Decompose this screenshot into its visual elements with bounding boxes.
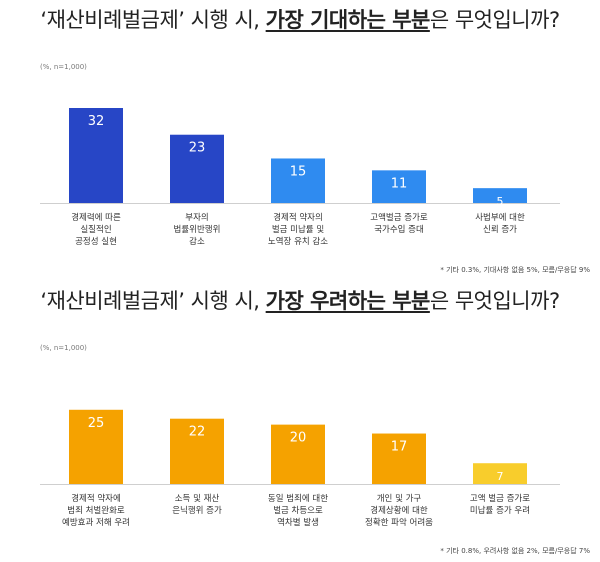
category-label-line: 고액 벌금 증가로 (469, 494, 531, 504)
bar (372, 433, 426, 484)
bar-value-label: 15 (290, 164, 307, 179)
category-label-line: 부자의 (185, 213, 209, 223)
category-label-line: 범죄 처벌완화로 (67, 506, 125, 516)
bar-value-label: 25 (88, 416, 105, 431)
bar (170, 134, 224, 203)
bar (473, 463, 527, 484)
category-label-line: 벌금 미납률 및 (271, 225, 325, 235)
title-suffix: 은 무엇입니까? (429, 8, 560, 32)
category-label-line: 경제력에 따른 (71, 213, 121, 223)
unit-label: (%, n=1,000) (40, 344, 87, 352)
category-label-line: 경제상황에 대한 (370, 506, 428, 516)
title-prefix: ‘재산비례벌금제’ 시행 시, (40, 8, 266, 32)
category-label-line: 경제적 약자에 (71, 494, 121, 504)
category-label-line: 역차별 발생 (277, 518, 319, 528)
category-label-line: 신뢰 증가 (483, 225, 517, 235)
bar (271, 158, 325, 203)
chart-title: ‘재산비례벌금제’ 시행 시, 가장 기대하는 부분은 무엇입니까? (0, 4, 600, 34)
footnote: * 기타 0.3%, 기대사항 없음 5%, 모름/무응답 9% (440, 266, 590, 274)
chart-title: ‘재산비례벌금제’ 시행 시, 가장 우려하는 부분은 무엇입니까? (0, 285, 600, 315)
category-label-line: 법률위반행위 (173, 225, 221, 235)
concern-bar-chart: 25 22 20 17 7 (40, 409, 560, 485)
footnote: * 기타 0.8%, 우려사항 없음 2%, 모름/무응답 7% (440, 547, 590, 555)
category-label-line: 고액벌금 증가로 (370, 213, 428, 223)
bar-value-label: 23 (189, 141, 206, 156)
bar (473, 188, 527, 203)
category-label-line: 소득 및 재산 (174, 494, 220, 504)
category-label-line: 사법부에 대한 (475, 213, 525, 223)
title-prefix: ‘재산비례벌금제’ 시행 시, (40, 289, 266, 313)
category-label-line: 벌금 차등으로 (273, 506, 323, 516)
bar-value-label: 11 (391, 176, 408, 191)
bar (372, 170, 426, 203)
bar (69, 108, 123, 203)
title-highlight: 가장 우려하는 부분 (265, 289, 431, 313)
category-label-line: 개인 및 가구 (376, 494, 422, 504)
category-label-line: 동일 범죄에 대한 (267, 494, 329, 504)
category-label-line: 정확한 파악 어려움 (365, 518, 433, 528)
category-label-line: 예방효과 저해 우려 (62, 518, 130, 528)
bar-value-label: 22 (189, 425, 206, 440)
expectation-panel: ‘재산비례벌금제’ 시행 시, 가장 기대하는 부분은 무엇입니까? (%, n… (0, 4, 600, 274)
category-label-line: 국가수입 증대 (374, 225, 424, 235)
bar (69, 409, 123, 484)
bar-value-label: 5 (497, 195, 504, 208)
title-highlight: 가장 기대하는 부분 (265, 8, 431, 32)
category-label-line: 감소 (189, 237, 205, 247)
bar-value-label: 7 (497, 470, 504, 483)
bar (170, 418, 224, 484)
category-label-line: 노역장 유치 감소 (267, 237, 329, 247)
unit-label: (%, n=1,000) (40, 63, 87, 71)
bar-value-label: 17 (391, 440, 408, 455)
category-label-line: 경제적 약자의 (273, 213, 323, 223)
bar (271, 424, 325, 484)
category-label-line: 은닉행위 증가 (172, 506, 222, 516)
concern-panel: ‘재산비례벌금제’ 시행 시, 가장 우려하는 부분은 무엇입니까? (%, n… (0, 281, 600, 562)
bar-value-label: 20 (290, 431, 307, 446)
category-label-line: 공정성 실현 (75, 237, 117, 247)
category-label-line: 미납률 증가 우려 (469, 506, 531, 516)
title-suffix: 은 무엇입니까? (429, 289, 560, 313)
expectation-bar-chart: 32 23 15 11 5 (40, 108, 560, 208)
bar-value-label: 32 (88, 114, 105, 129)
category-label-line: 실질적인 (80, 225, 112, 235)
